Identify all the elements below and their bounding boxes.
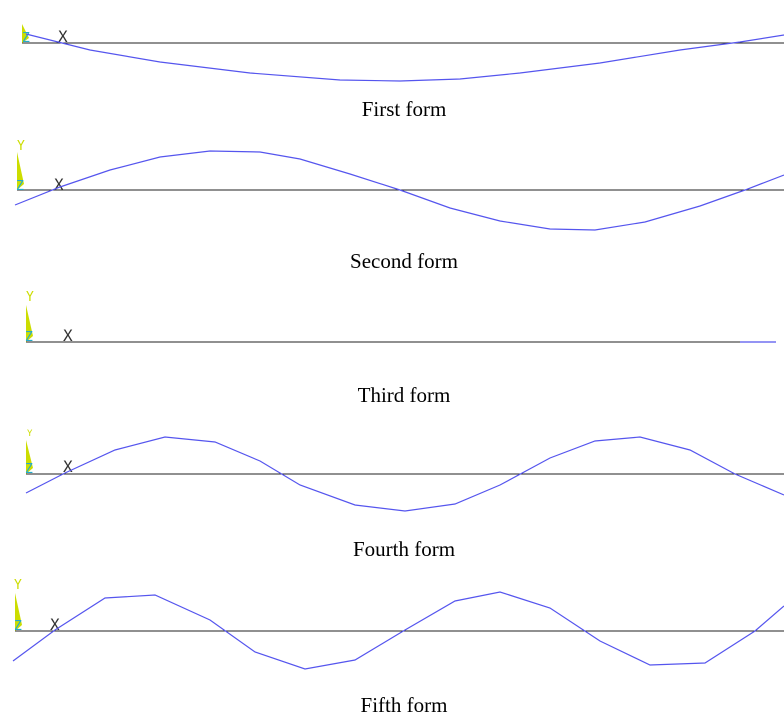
triad-y-label: Y	[26, 290, 34, 305]
mode-shape-curve	[14, 150, 784, 231]
triad-x-label: X	[63, 326, 73, 345]
panel-second-form: Y Z X Second form	[14, 139, 784, 273]
triad-z-label: Z	[22, 31, 30, 46]
triad-z-label: Z	[25, 330, 33, 345]
mode-caption: Fifth form	[361, 693, 448, 716]
panel-fourth-form: Y Z X Fourth form	[25, 429, 784, 561]
coordinate-triad-icon: Y Z X	[25, 429, 73, 477]
mode-caption: First form	[362, 97, 447, 121]
triad-y-arrow	[17, 152, 24, 190]
triad-x-label: X	[54, 175, 64, 194]
panel-first-form: Z X First form	[22, 24, 784, 121]
triad-x-label: X	[50, 615, 60, 634]
mode-shape-curve	[12, 591, 784, 670]
triad-y-label: Y	[27, 429, 33, 439]
mode-shape-curve	[25, 33, 784, 82]
mode-caption: Second form	[350, 249, 458, 273]
mode-shape-curve	[25, 436, 784, 512]
mode-caption: Third form	[358, 383, 451, 407]
triad-x-label: X	[63, 457, 73, 476]
coordinate-triad-icon: Y Z X	[14, 578, 60, 634]
mode-caption: Fourth form	[353, 537, 455, 561]
coordinate-triad-icon: Z X	[22, 24, 68, 46]
coordinate-triad-icon: Y Z X	[25, 290, 73, 345]
triad-x-label: X	[58, 27, 68, 46]
triad-y-arrow	[15, 593, 22, 631]
panel-third-form: Y Z X Third form	[25, 290, 776, 407]
triad-y-arrow	[26, 440, 33, 474]
coordinate-triad-icon: Y Z X	[16, 139, 64, 194]
triad-y-label: Y	[17, 139, 25, 154]
triad-z-label: Z	[16, 179, 24, 194]
triad-z-label: Z	[25, 462, 33, 477]
triad-z-label: Z	[14, 619, 22, 634]
triad-y-label: Y	[14, 578, 22, 593]
panel-fifth-form: Y Z X Fifth form	[12, 578, 784, 716]
triad-y-arrow	[22, 24, 29, 43]
triad-y-arrow	[26, 305, 33, 342]
